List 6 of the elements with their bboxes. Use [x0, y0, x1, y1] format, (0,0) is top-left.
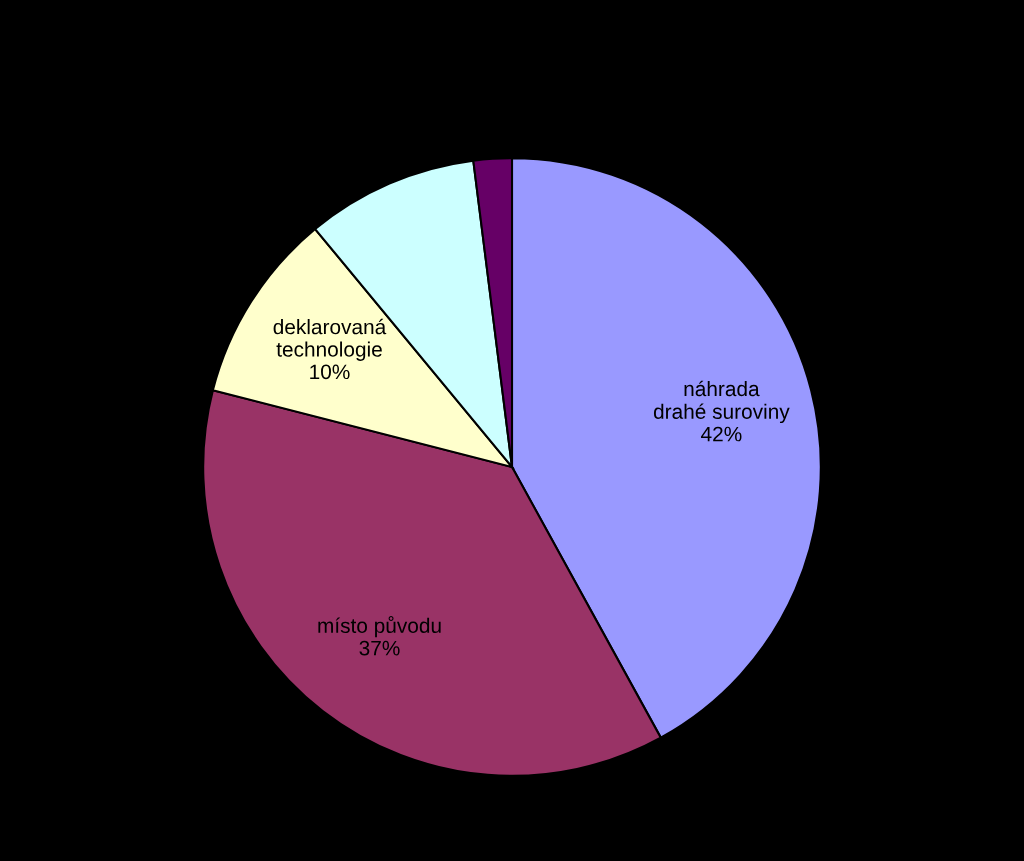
slice-label: místo původu — [318, 616, 441, 638]
slice-label: deklarovaná technologie — [273, 318, 387, 361]
slice-label: náhrada drahé suroviny — [653, 380, 790, 424]
data-label: 42% — [701, 426, 742, 442]
data-label: 37% — [359, 640, 400, 656]
data-label: 10% — [310, 364, 350, 380]
